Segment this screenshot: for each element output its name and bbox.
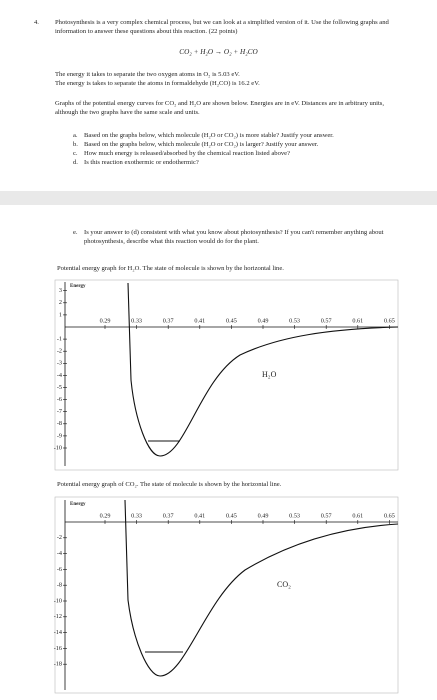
y-tick-label: 2	[59, 299, 62, 306]
y-tick-label: -16	[54, 645, 62, 652]
y-tick-label: -4	[57, 372, 62, 379]
item-label: b.	[73, 141, 78, 148]
x-tick-label: 0.29	[100, 317, 111, 324]
item-label: e.	[73, 229, 78, 236]
item-text: Based on the graphs below, which molecul…	[84, 141, 319, 148]
x-tick-label: 0.57	[321, 512, 332, 519]
y-tick-label: -5	[57, 384, 62, 391]
y-tick-label: -4	[57, 550, 62, 557]
x-tick-label: 0.49	[258, 317, 269, 324]
graph-frame	[54, 496, 399, 694]
y-tick-label: -10	[54, 444, 62, 451]
graph-caption: Potential energy graph for H₂O. The stat…	[57, 265, 284, 272]
y-tick-label: -2	[57, 534, 62, 541]
item-label: c.	[73, 150, 78, 157]
x-tick-label: 0.53	[289, 512, 300, 519]
item-text: How much energy is released/absorbed by …	[84, 150, 291, 157]
y-tick-label: -12	[54, 613, 62, 620]
molecule-label: CO₂	[277, 580, 291, 589]
item-label: d.	[73, 159, 78, 166]
question-text: Photosynthesis is a very complex chemica…	[55, 19, 389, 35]
x-tick-label: 0.37	[163, 512, 174, 519]
y-tick-label: -3	[57, 360, 62, 367]
x-tick-label: 0.37	[163, 317, 174, 324]
fact: The energy is takes to separate the atom…	[55, 80, 260, 87]
x-tick-label: 0.49	[258, 512, 269, 519]
question-number: 4.	[34, 19, 39, 26]
page-break	[0, 191, 437, 205]
x-tick-label: 0.61	[352, 512, 363, 519]
y-tick-label: -7	[57, 408, 62, 415]
y-tick-label: -10	[54, 597, 62, 604]
y-axis-label: Energy	[70, 502, 86, 507]
x-tick-label: 0.65	[384, 512, 395, 519]
x-tick-label: 0.33	[131, 512, 142, 519]
item-text: Based on the graphs below, which molecul…	[84, 132, 334, 139]
graph-caption: Potential energy graph of CO₂. The state…	[57, 481, 282, 488]
y-tick-label: 3	[59, 287, 62, 294]
x-tick-label: 0.41	[194, 512, 205, 519]
graph-frame	[54, 279, 399, 471]
x-tick-label: 0.65	[384, 317, 395, 324]
item-text: Is this reaction exothermic or endotherm…	[84, 159, 199, 166]
potential-curve	[127, 282, 399, 457]
fact: The energy it takes to separate the two …	[55, 71, 240, 78]
paragraph: Graphs of the potential energy curves fo…	[55, 100, 384, 116]
x-tick-label: 0.29	[100, 512, 111, 519]
x-tick-label: 0.41	[194, 317, 205, 324]
molecule-label: H₂O	[262, 370, 277, 379]
y-tick-label: -6	[57, 566, 62, 573]
equation: CO₂ + H₂O → O₂ + H₂CO	[179, 48, 258, 56]
y-tick-label: 1	[59, 311, 62, 318]
x-tick-label: 0.45	[226, 317, 237, 324]
x-tick-label: 0.57	[321, 317, 332, 324]
y-tick-label: -8	[57, 582, 62, 589]
item-text: Is your answer to (d) consistent with wh…	[84, 229, 384, 245]
y-tick-label: -1	[57, 336, 62, 343]
item-label: a.	[73, 132, 78, 139]
y-tick-label: -14	[54, 629, 62, 636]
x-tick-label: 0.33	[131, 317, 142, 324]
x-tick-label: 0.61	[352, 317, 363, 324]
y-tick-label: -18	[54, 661, 62, 668]
x-tick-label: 0.45	[226, 512, 237, 519]
y-tick-label: -8	[57, 420, 62, 427]
potential-curve	[124, 499, 399, 677]
y-tick-label: -6	[57, 396, 62, 403]
y-tick-label: -9	[57, 432, 62, 439]
y-axis-label: Energy	[70, 284, 86, 289]
x-tick-label: 0.53	[289, 317, 300, 324]
y-tick-label: -2	[57, 348, 62, 355]
